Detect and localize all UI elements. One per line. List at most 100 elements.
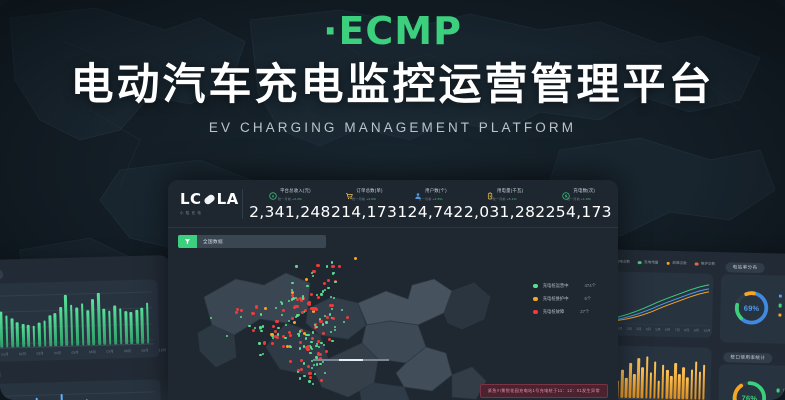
map-dot[interactable] [280,302,284,305]
legend-value: 474个 [584,283,596,288]
map-dot[interactable] [251,311,255,315]
right-line-chart [616,284,710,327]
map-dot[interactable] [298,377,301,380]
map-dot[interactable] [323,371,326,374]
map-dot[interactable] [270,333,274,337]
map-dot[interactable] [319,319,323,323]
map-legend-row-3: 充电桩故障 27个 [533,309,596,315]
map-dot[interactable] [321,323,325,326]
map-dot[interactable] [291,281,294,285]
chart-bar [102,308,107,345]
map-dot[interactable] [331,317,335,321]
china-map-area[interactable]: 充电桩运营中 474个 充电桩维护中 6个 充电桩故障 27个 紧急!!!景悦花园充电站1… [168,243,618,400]
header-divider [242,188,243,219]
map-dot[interactable] [297,313,300,317]
map-dot[interactable] [315,363,318,366]
chart-bar [685,377,689,400]
axis-label: 10月 [703,328,711,333]
map-dot[interactable] [288,334,292,338]
map-dot[interactable] [321,331,325,336]
axis-label: 04月 [53,350,62,356]
map-dot[interactable] [325,321,328,324]
donut-2-legend-row-1: 空闲76% [776,388,785,395]
map-dot[interactable] [315,344,318,348]
axis-label: 10月 [158,348,167,353]
chart-bar [91,298,96,346]
map-dot[interactable] [288,344,292,347]
map-dot[interactable] [304,337,307,340]
map-dot[interactable] [261,325,264,328]
map-dot[interactable] [308,380,311,383]
chart-bar [644,356,649,399]
axis-label: 3月 [636,327,642,332]
map-dot[interactable] [259,313,262,316]
kpi-value: 214,173 [330,202,398,221]
right-legend-item-2[interactable]: 充电电量 [637,260,658,265]
map-dot[interactable] [319,362,322,366]
chart-bar [661,365,665,399]
donut-chart-2: 76% [730,378,769,400]
map-dot[interactable] [316,352,320,356]
map-dot[interactable] [325,265,329,268]
legend-swatch [778,303,782,308]
axis-label: 7月 [674,328,680,333]
map-dot[interactable] [334,280,337,284]
axis-label: 03月 [36,351,44,356]
chart-bar [702,364,706,400]
right-legend-item-3[interactable]: 故障次数 [666,261,687,266]
map-dot[interactable] [316,295,320,300]
right-donut-1-card: 69% 7.0kW60% 60.0kW24% 120.0kW7% [719,274,785,345]
map-dot[interactable] [295,265,298,268]
alert-banner[interactable]: 紧急!!!景悦花园充电站1号充电桩于11：12：01发生异常 [479,384,608,398]
map-dot[interactable] [263,341,267,345]
map-dot[interactable] [308,371,312,375]
donut-1-legend: 7.0kW60% 60.0kW24% 120.0kW7% [778,294,785,319]
chart-bar [135,309,139,344]
dashboard-header: LC LA 小桔充电 ¥ 平台总收入(元) 较一月前 +3.2% 2,341,248 订单… [168,180,618,228]
map-dot[interactable] [340,308,343,312]
legend-value: 27个 [580,309,590,314]
map-dot[interactable] [260,329,263,332]
map-dot[interactable] [330,261,334,264]
kpi-value: 124,742 [397,202,464,221]
map-dot[interactable] [309,351,312,355]
map-legend: 充电桩运营中 474个 充电桩维护中 6个 充电桩故障 27个 [533,283,596,315]
page-subtitle: EV CHARGING MANAGEMENT PLATFORM [208,120,577,136]
map-dot[interactable] [303,374,306,378]
map-dot[interactable] [311,331,314,334]
ecmp-logo: ·ECMP [323,9,462,53]
chart-bar [0,311,4,348]
donut-1-legend-row-3: 120.0kW7% [778,313,785,319]
map-dot[interactable] [320,293,323,296]
kpi-1: ¥ 平台总收入(元) 较一月前 +3.2% 2,341,248 [249,187,331,221]
map-dot[interactable] [331,339,334,343]
map-dot[interactable] [321,290,325,293]
map-dot[interactable] [290,298,294,301]
chart-bar [632,374,636,399]
left-card-2-title: 月收入统计 [0,369,2,381]
map-dot[interactable] [305,333,308,336]
map-dot[interactable] [258,342,261,345]
right-legend-item-4[interactable]: 维护次数 [694,261,715,266]
map-dot[interactable] [248,324,251,327]
map-dot[interactable] [261,352,265,355]
left-card-2: 280万元210万元140万元70万元0 01月02月03月04月05月06月0… [0,379,163,400]
map-dot[interactable] [276,333,280,336]
map-dot[interactable] [320,341,323,345]
chart-bar [145,302,150,344]
map-dot[interactable] [328,313,332,316]
chart-bar [129,312,134,345]
donut-1-legend-row-2: 60.0kW24% [778,303,785,309]
map-dot[interactable] [299,358,304,362]
map-dot[interactable] [329,330,332,333]
axis-label: 01月 [1,352,9,357]
map-dot[interactable] [331,264,335,268]
map-dot[interactable] [302,362,306,365]
map-dot[interactable] [299,298,303,302]
chart-bar [4,315,9,348]
axis-label: 02月 [18,351,27,357]
chart-bar [86,310,90,346]
axis-label: 4月 [645,327,652,332]
svg-text:¥: ¥ [272,193,275,198]
